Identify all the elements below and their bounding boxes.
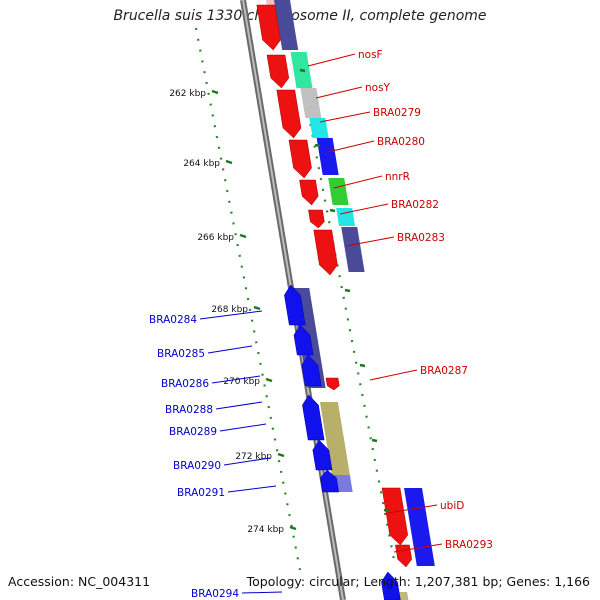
forward-gene-arrow [325,377,340,391]
forward-gene-leader [307,53,356,67]
reverse-gene-leader [227,485,277,493]
kbp-tick-mark [277,452,285,458]
kbp-tick-label: 262 kbp [169,89,206,99]
kbp-tick-mark [211,89,219,95]
forward-gene-label: nosY [365,82,391,94]
reverse-gene-leader [199,310,263,320]
reverse-gene-label: BRA0284 [149,314,197,326]
reverse-gene-label: BRA0286 [161,378,209,390]
outer-tick-mark [371,438,378,443]
reverse-gene-arrow [320,469,339,493]
outer-tick-mark [299,68,306,73]
forward-gene-leader [333,175,383,189]
kbp-tick-label: 268 kbp [211,305,248,315]
kbp-tick-mark [265,377,273,383]
reverse-gene-arrow [302,394,325,441]
kbp-tick-label: 270 kbp [223,377,260,387]
forward-gene-arrow [256,4,281,51]
kbp-tick-label: 264 kbp [183,159,220,169]
inner-dotted-ring [194,27,302,571]
forward-gene-arrow [313,229,338,276]
forward-gene-leader [319,111,371,123]
forward-gene-leader [393,543,443,553]
reverse-gene-leader [241,591,283,594]
forward-gene-label: BRA0283 [397,232,445,244]
kbp-tick-mark [239,233,247,239]
kbp-tick-mark [289,525,297,531]
forward-gene-label: ubiD [440,500,464,512]
reverse-gene-arrow [284,284,306,326]
reverse-gene-label: BRA0294 [191,588,239,600]
forward-gene-arrow [288,139,312,179]
forward-gene-leader [315,86,363,99]
forward-gene-label: BRA0279 [373,107,421,119]
outer-tick-mark [344,288,351,293]
feature-block [336,208,356,226]
forward-gene-arrow [276,89,302,139]
forward-gene-arrow [308,209,325,229]
feature-block [328,178,349,205]
reverse-gene-leader [215,401,263,410]
outer-tick-mark [359,363,366,368]
forward-gene-arrow [381,487,409,546]
reverse-gene-leader [223,457,271,466]
reverse-gene-arrow [293,324,314,356]
reverse-gene-label: BRA0289 [169,426,217,438]
reverse-gene-label: BRA0288 [165,404,213,416]
outer-tick-mark [314,143,321,148]
forward-gene-label: nnrR [385,171,410,183]
forward-gene-arrow [266,54,290,89]
map-title: Brucella suis 1330 chromosome II, comple… [113,8,487,24]
feature-block [341,227,365,272]
forward-gene-leader [327,140,375,153]
forward-gene-leader [387,504,438,514]
forward-gene-leader [369,369,418,381]
reverse-gene-arrow [312,439,333,471]
forward-gene-arrow [299,179,319,206]
topology-summary: Topology: circular; Length: 1,207,381 bp… [246,574,590,589]
forward-gene-label: BRA0293 [445,539,493,551]
kbp-tick-mark [225,159,233,165]
reverse-gene-leader [207,345,253,354]
forward-gene-label: BRA0282 [391,199,439,211]
feature-block [316,138,339,175]
accession-text: Accession: NC_004311 [8,574,151,589]
reverse-gene-arrow [301,354,322,387]
reverse-gene-label: BRA0290 [173,460,221,472]
feature-block [309,118,329,138]
feature-block [333,475,353,492]
kbp-tick-mark [253,305,261,311]
forward-gene-label: BRA0280 [377,136,425,148]
reverse-gene-leader [219,423,267,432]
feature-block [319,402,350,475]
outer-tick-mark [383,508,390,513]
kbp-tick-label: 266 kbp [197,233,234,243]
reverse-gene-label: BRA0291 [177,487,225,499]
reverse-gene-leader [211,375,261,384]
forward-gene-label: BRA0287 [420,365,468,377]
feature-block [274,0,299,50]
forward-gene-leader [339,203,389,215]
reverse-gene-label: BRA0285 [157,348,205,360]
outer-tick-mark [329,208,336,213]
forward-gene-label: nosF [358,49,383,61]
reverse-gene-arrow [381,571,401,600]
feature-block [300,88,322,118]
kbp-tick-label: 274 kbp [247,525,284,535]
forward-gene-arrow [395,544,412,568]
kbp-tick-label: 272 kbp [235,452,272,462]
forward-gene-leader [345,236,395,247]
